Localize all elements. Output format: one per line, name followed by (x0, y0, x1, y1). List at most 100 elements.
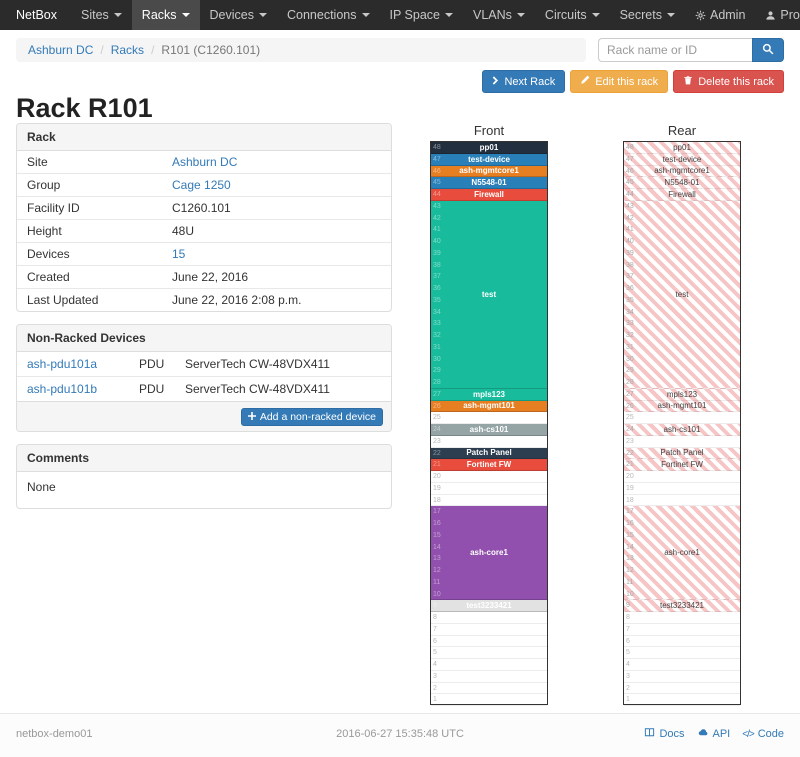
unit-number: 13 (433, 555, 441, 563)
device-fortinet-fw-rear[interactable]: Fortinet FW 21 (624, 459, 740, 471)
device-n5548-01-front[interactable]: N5548-01 45 (431, 177, 547, 189)
footer-links: Docs API </> Code (564, 727, 784, 741)
unit-number: 9 (433, 602, 437, 610)
search-input[interactable] (598, 38, 752, 62)
breadcrumb-racks-link[interactable]: Racks (110, 43, 145, 57)
device-link[interactable]: ash-pdu101b (27, 382, 98, 396)
device-n5548-01-rear[interactable]: N5548-01 45 (624, 177, 740, 189)
device-firewall-rear[interactable]: Firewall 44 (624, 189, 740, 201)
unit-number: 38 (626, 261, 634, 269)
next-rack-button[interactable]: Next Rack (482, 70, 566, 93)
nav-item-sites[interactable]: Sites (71, 0, 132, 30)
edit-rack-button[interactable]: Edit this rack (570, 70, 669, 93)
unit-number: 47 (433, 155, 441, 163)
attr-value: June 22, 2016 (162, 265, 391, 289)
device-test3233421-rear[interactable]: test3233421 9 (624, 600, 740, 612)
user-icon (765, 10, 776, 21)
rack-unit-2: 2 (431, 683, 547, 695)
docs-link[interactable]: Docs (644, 727, 685, 741)
attr-value: Cage 1250 (162, 173, 391, 197)
nav-item-vlans[interactable]: VLANs (463, 0, 535, 30)
unit-number: 2 (626, 684, 630, 692)
search-button[interactable] (752, 38, 784, 62)
device-link[interactable]: ash-pdu101a (27, 357, 98, 371)
unit-number: 11 (433, 578, 441, 586)
device-model: ServerTech CW-48VDX411 (185, 357, 330, 371)
device-ash-mgmt101-rear[interactable]: ash-mgmt101 26 (624, 400, 740, 413)
device-label: Patch Panel (660, 448, 704, 458)
device-firewall-front[interactable]: Firewall 44 (431, 189, 547, 201)
device-patch-panel-rear[interactable]: Patch Panel 22 (624, 447, 740, 460)
device-test3233421-front[interactable]: test3233421 9 (431, 600, 547, 612)
brand-logo[interactable]: NetBox (16, 8, 57, 22)
device-mpls123-front[interactable]: mpls123 27 (431, 388, 547, 401)
attr-label: Created (17, 265, 162, 289)
nav-item-secrets[interactable]: Secrets (610, 0, 685, 30)
unit-number: 27 (433, 390, 441, 398)
rack-unit-23: 23 (624, 436, 740, 448)
chevron-down-icon (361, 13, 370, 17)
cloud-icon (697, 727, 709, 741)
unit-number: 33 (626, 320, 634, 328)
code-link[interactable]: </> Code (742, 728, 784, 740)
unit-number: 15 (433, 531, 441, 539)
unit-number: 10 (433, 590, 441, 598)
api-link[interactable]: API (697, 727, 730, 741)
device-ash-mgmtcore1-rear[interactable]: ash-mgmtcore1 46 (624, 165, 740, 178)
attr-value-link[interactable]: 15 (172, 247, 186, 261)
unit-number: 17 (433, 508, 441, 516)
device-test-device-front[interactable]: test-device 47 (431, 153, 547, 166)
device-test-device-rear[interactable]: test-device 47 (624, 153, 740, 166)
attr-value-link[interactable]: Ashburn DC (172, 155, 238, 169)
nav-item-admin[interactable]: Admin (685, 0, 755, 30)
unit-number: 9 (626, 602, 630, 610)
rack-unit-23: 23 (431, 436, 547, 448)
unit-number: 23 (433, 437, 441, 445)
device-ash-cs101-rear[interactable]: ash-cs101 24 (624, 424, 740, 436)
nav-item-profile[interactable]: Profile (755, 0, 800, 30)
device-ash-cs101-front[interactable]: ash-cs101 24 (431, 424, 547, 436)
nav-item-racks[interactable]: Racks (131, 0, 200, 30)
comments-panel: Comments None (16, 444, 392, 509)
unit-number: 32 (626, 332, 634, 339)
device-pp01-front[interactable]: pp01 48 (431, 142, 547, 154)
device-ash-core1-rear[interactable]: ash-core1 17 16 15 14 13 12 11 10 (624, 506, 740, 601)
device-ash-mgmtcore1-front[interactable]: ash-mgmtcore1 46 (431, 165, 547, 178)
nav-item-devices[interactable]: Devices (200, 0, 277, 30)
unit-number: 44 (626, 191, 634, 198)
add-nonracked-device-button[interactable]: Add a non-racked device (240, 408, 383, 426)
device-test-front[interactable]: test 43 42 41 40 39 38 37 36 35 34 33 32 31 30 29 28 (431, 200, 547, 389)
device-ash-core1-front[interactable]: ash-core1 17 16 15 14 13 12 11 10 (431, 506, 547, 601)
nav-item-connections[interactable]: Connections (277, 0, 380, 30)
footer-timestamp: 2016-06-27 15:35:48 UTC (336, 728, 464, 740)
device-patch-panel-front[interactable]: Patch Panel 22 (431, 447, 547, 460)
attr-label: Last Updated (17, 288, 162, 311)
rack-unit-3: 3 (431, 671, 547, 683)
device-label: ash-mgmt101 (463, 401, 515, 411)
unit-number: 1 (433, 696, 437, 704)
rack-unit-6: 6 (624, 636, 740, 648)
unit-number: 31 (626, 343, 634, 351)
device-pp01-rear[interactable]: pp01 48 (624, 142, 740, 154)
unit-number: 5 (433, 649, 437, 657)
delete-rack-button[interactable]: Delete this rack (673, 70, 784, 93)
device-label: ash-mgmtcore1 (654, 166, 710, 176)
unit-number: 23 (626, 437, 634, 445)
unit-number: 21 (626, 461, 634, 469)
unit-number: 30 (626, 355, 634, 363)
device-fortinet-fw-front[interactable]: Fortinet FW 21 (431, 459, 547, 471)
rack-unit-19: 19 (624, 483, 740, 495)
attr-value-link[interactable]: Cage 1250 (172, 178, 231, 192)
unit-number: 14 (626, 543, 634, 551)
topbar: Ashburn DC / Racks / R101 (C1260.101) (16, 38, 784, 62)
pencil-icon (580, 75, 590, 88)
device-test-rear[interactable]: test 43 42 41 40 39 38 37 36 35 34 33 32 31 30 29 28 (624, 200, 740, 389)
device-ash-mgmt101-front[interactable]: ash-mgmt101 26 (431, 400, 547, 413)
nav-item-ip-space[interactable]: IP Space (380, 0, 464, 30)
table-row: Height 48U (17, 219, 391, 243)
device-mpls123-rear[interactable]: mpls123 27 (624, 388, 740, 401)
table-row: Devices 15 (17, 242, 391, 266)
breadcrumb-site-link[interactable]: Ashburn DC (28, 43, 94, 57)
nav-item-circuits[interactable]: Circuits (535, 0, 610, 30)
rack-unit-20: 20 (624, 471, 740, 483)
